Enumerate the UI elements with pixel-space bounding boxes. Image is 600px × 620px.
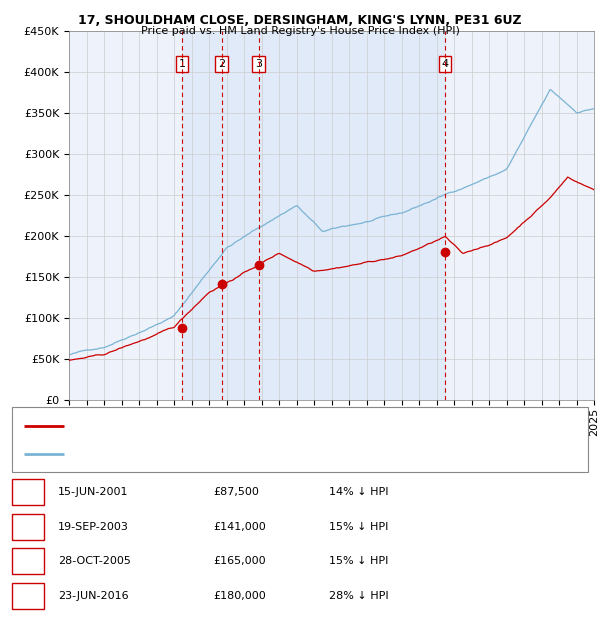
Text: 17, SHOULDHAM CLOSE, DERSINGHAM, KING'S LYNN, PE31 6UZ: 17, SHOULDHAM CLOSE, DERSINGHAM, KING'S …: [78, 14, 522, 27]
Text: 28-OCT-2005: 28-OCT-2005: [58, 556, 131, 567]
Bar: [182, 31, 445, 400]
Text: 3: 3: [24, 555, 32, 568]
Text: £141,000: £141,000: [214, 521, 266, 532]
Text: 28% ↓ HPI: 28% ↓ HPI: [329, 591, 388, 601]
FancyBboxPatch shape: [12, 513, 44, 539]
FancyBboxPatch shape: [12, 549, 44, 574]
FancyBboxPatch shape: [12, 583, 44, 609]
Text: 14% ↓ HPI: 14% ↓ HPI: [329, 487, 388, 497]
Text: 3: 3: [255, 59, 262, 69]
Text: 4: 4: [442, 59, 448, 69]
Text: £165,000: £165,000: [214, 556, 266, 567]
Text: Price paid vs. HM Land Registry's House Price Index (HPI): Price paid vs. HM Land Registry's House …: [140, 26, 460, 36]
Text: 19-SEP-2003: 19-SEP-2003: [58, 521, 129, 532]
Text: HPI: Average price, detached house, King's Lynn and West Norfolk: HPI: Average price, detached house, King…: [76, 450, 398, 459]
Text: 17, SHOULDHAM CLOSE, DERSINGHAM, KING'S LYNN, PE31 6UZ (detached house): 17, SHOULDHAM CLOSE, DERSINGHAM, KING'S …: [76, 420, 476, 430]
Text: 2: 2: [218, 59, 225, 69]
FancyBboxPatch shape: [12, 407, 588, 472]
Text: 15-JUN-2001: 15-JUN-2001: [58, 487, 128, 497]
Text: 1: 1: [179, 59, 185, 69]
Text: 1: 1: [24, 485, 32, 498]
Text: £180,000: £180,000: [214, 591, 266, 601]
Text: 2: 2: [24, 520, 32, 533]
Text: 15% ↓ HPI: 15% ↓ HPI: [329, 521, 388, 532]
Text: £87,500: £87,500: [214, 487, 259, 497]
Text: 15% ↓ HPI: 15% ↓ HPI: [329, 556, 388, 567]
Text: 23-JUN-2016: 23-JUN-2016: [58, 591, 129, 601]
Text: 4: 4: [24, 590, 32, 603]
FancyBboxPatch shape: [12, 479, 44, 505]
